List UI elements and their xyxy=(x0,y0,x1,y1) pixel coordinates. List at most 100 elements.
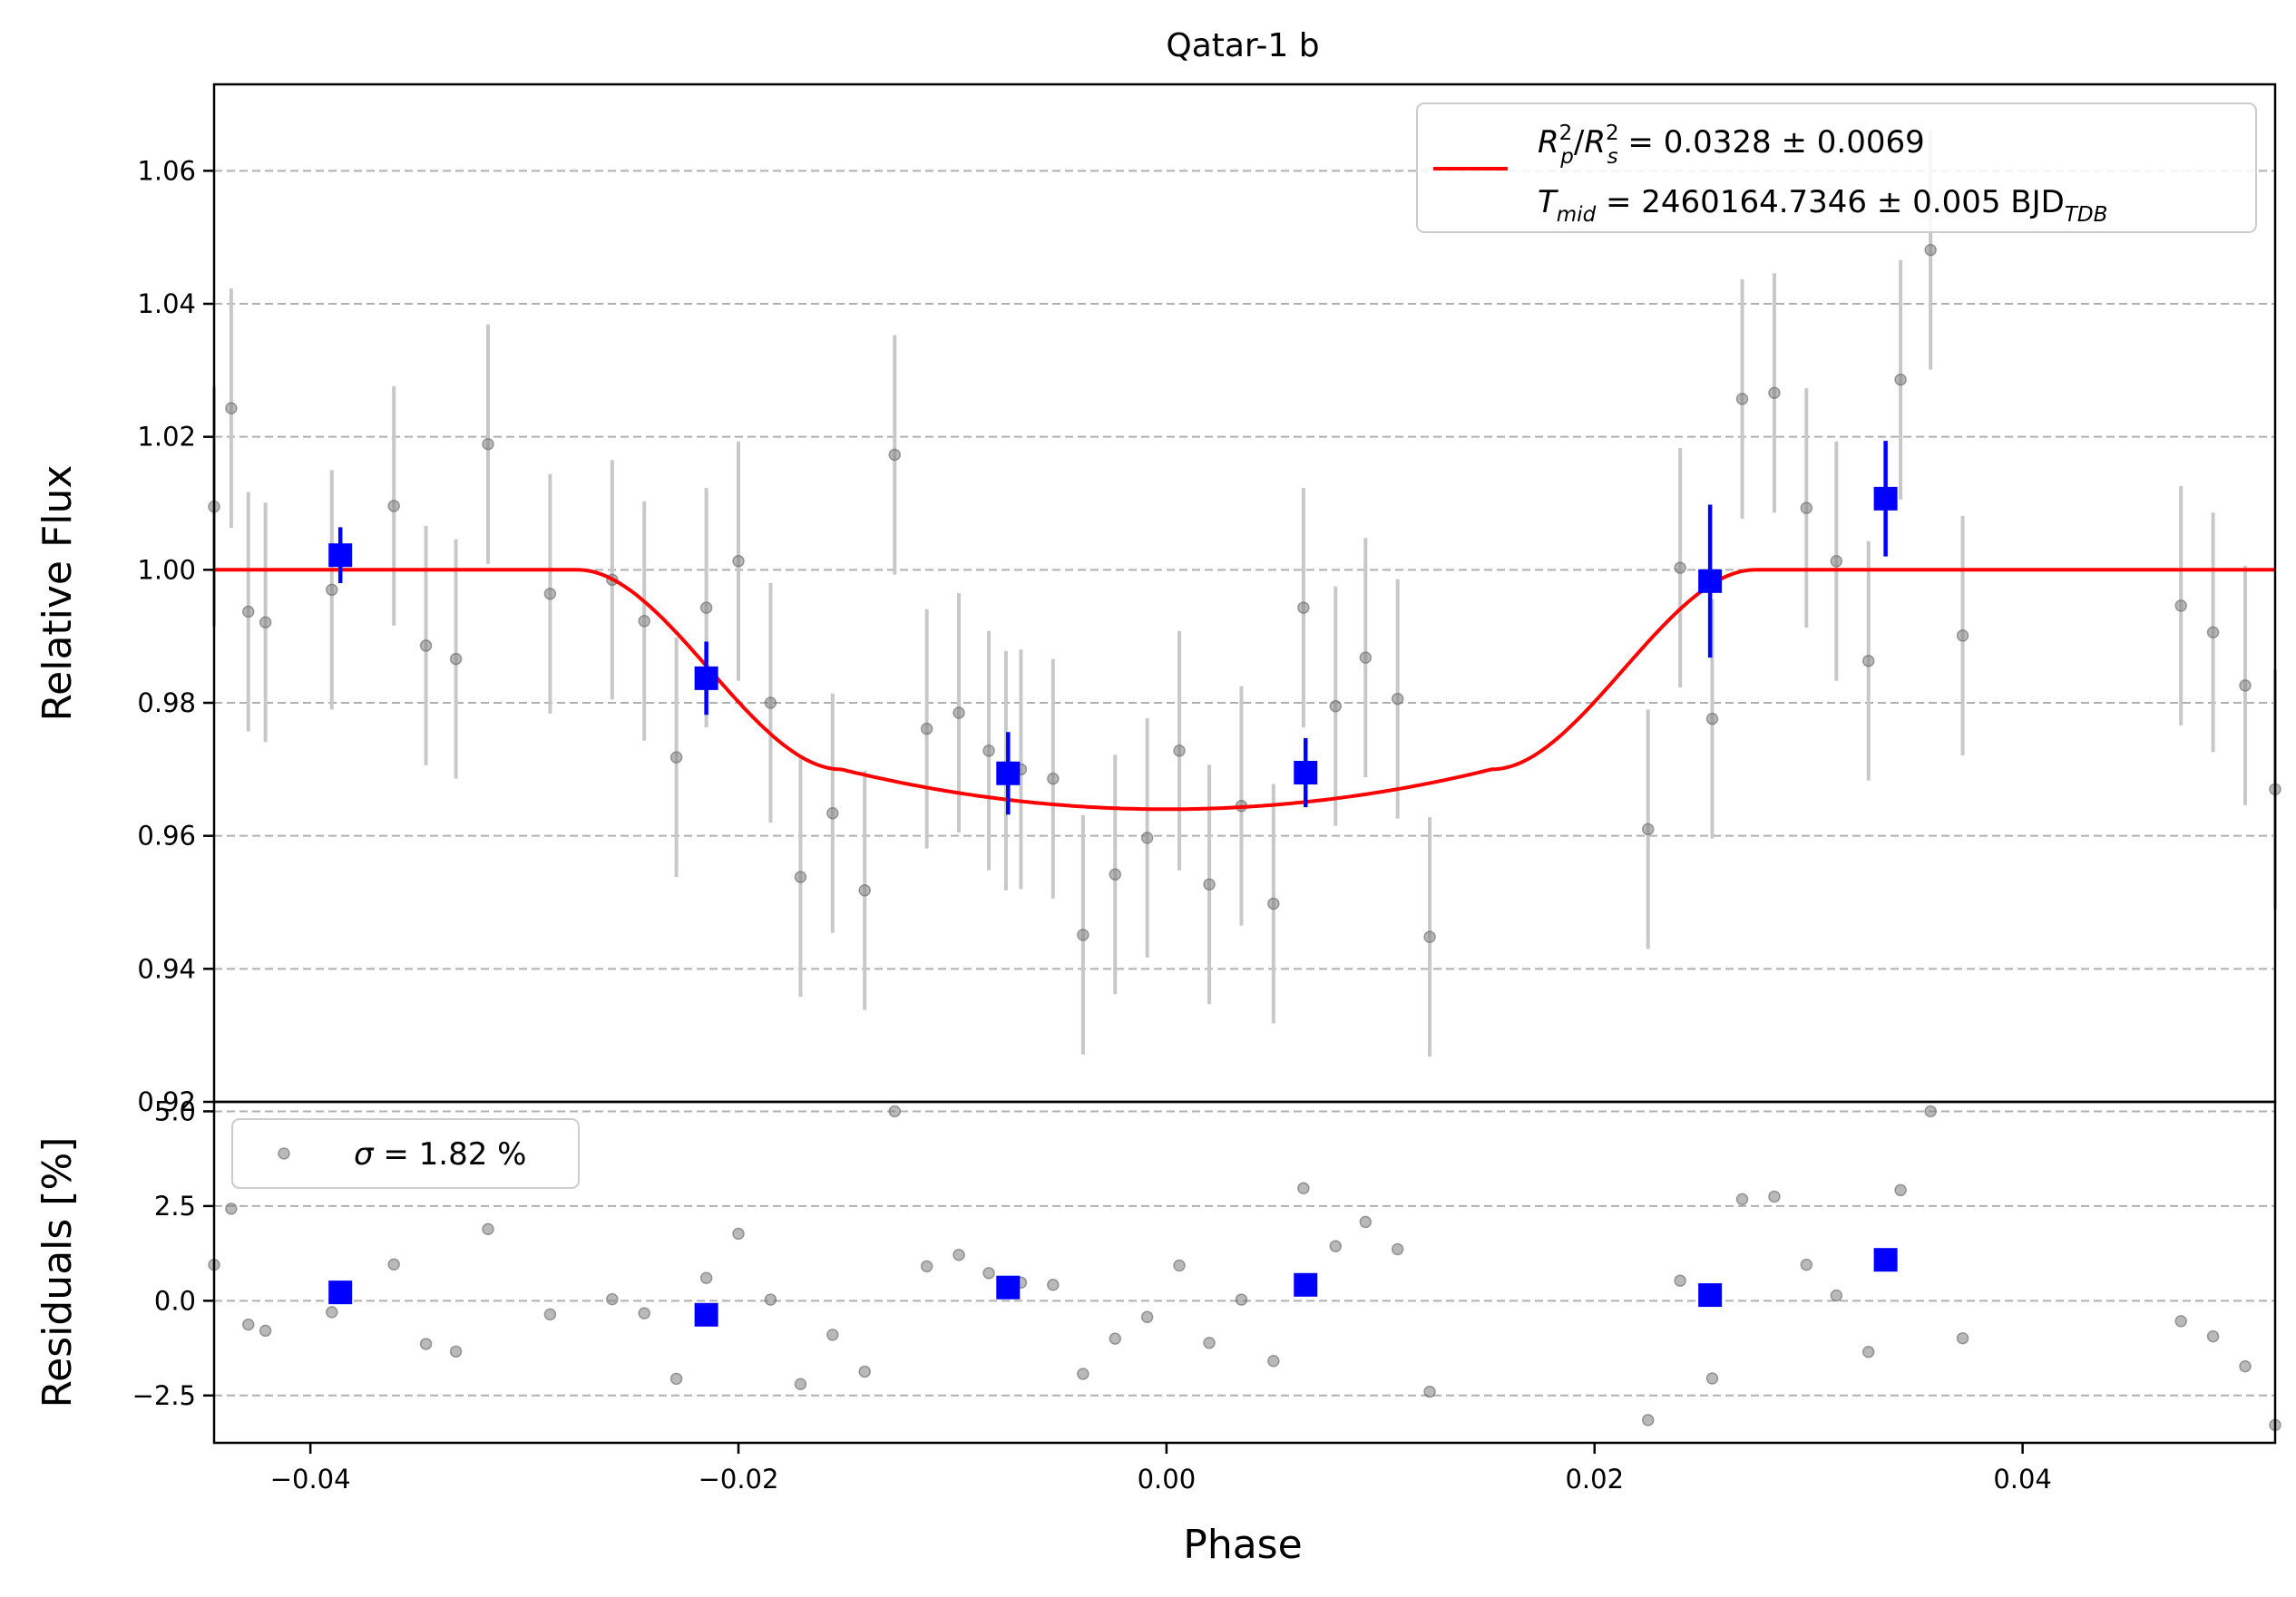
residual-raw-point xyxy=(1047,1279,1060,1291)
main-binned-point xyxy=(694,666,718,690)
residual-binned-point xyxy=(1698,1283,1723,1308)
main-raw-point xyxy=(1267,897,1280,910)
main-raw-point xyxy=(1956,629,1969,642)
main-y-tick-label: 1.00 xyxy=(137,554,196,585)
main-raw-point xyxy=(794,871,807,883)
residual-raw-point xyxy=(449,1345,463,1358)
main-raw-point xyxy=(1705,712,1719,725)
x-tick-label: 0.00 xyxy=(1138,1464,1197,1495)
main-raw-point xyxy=(1423,930,1436,943)
residual-binned-point xyxy=(1873,1248,1898,1272)
residual-raw-point xyxy=(387,1258,400,1271)
residual-raw-point xyxy=(2206,1329,2220,1343)
main-raw-point xyxy=(732,555,745,568)
main-y-tick-label: 0.92 xyxy=(137,1086,196,1117)
legend-depth-text: R2 p/R2 s = 0.0328 ± 0.0069 xyxy=(1538,122,1925,169)
main-legend: R2 p/R2 s = 0.0328 ± 0.0069 Tmid = 2460164… xyxy=(1416,102,2257,233)
main-raw-point xyxy=(858,884,871,897)
residual-raw-point xyxy=(1674,1274,1686,1287)
main-raw-point xyxy=(1861,655,1875,667)
residual-raw-point xyxy=(482,1222,494,1236)
residual-legend-text: σ = 1.82 % xyxy=(354,1136,526,1173)
legend-tmid-text: Tmid = 2460164.7346 ± 0.005 BJDTDB xyxy=(1538,184,2107,227)
transit-model-curve xyxy=(214,568,2275,812)
residual-raw-point xyxy=(1861,1345,1875,1358)
residual-raw-points xyxy=(208,1105,2281,1432)
residual-binned-points xyxy=(328,1248,1898,1327)
main-raw-point xyxy=(419,639,433,652)
residual-raw-point xyxy=(1235,1293,1248,1306)
main-raw-point xyxy=(826,806,839,820)
residual-raw-point xyxy=(1267,1355,1280,1368)
residual-raw-point xyxy=(638,1307,650,1319)
residual-raw-point xyxy=(1203,1336,1216,1349)
residual-raw-point xyxy=(326,1306,338,1319)
residual-raw-point xyxy=(1924,1105,1937,1118)
main-binned-point xyxy=(996,761,1021,785)
main-raw-point xyxy=(2239,679,2252,692)
residual-legend-marker xyxy=(278,1147,290,1160)
residual-raw-point xyxy=(1109,1332,1122,1345)
residual-raw-point xyxy=(1329,1240,1343,1252)
main-panel: 0.92 0.94 0.96 0.98 1.00 1.02 1.04 1.06 R2 p/R2 s… xyxy=(137,83,2281,1117)
residual-raw-point xyxy=(1641,1414,1655,1427)
main-raw-point xyxy=(1924,243,1937,257)
residual-raw-point xyxy=(606,1292,619,1306)
residual-raw-point xyxy=(826,1329,839,1341)
main-raw-point xyxy=(2206,626,2220,639)
main-binned-point xyxy=(328,543,353,568)
residual-y-tick-label: 0.0 xyxy=(154,1285,196,1316)
residual-raw-point xyxy=(1077,1368,1089,1380)
residual-legend-box xyxy=(231,1118,580,1189)
residual-raw-point xyxy=(2174,1315,2187,1328)
residual-raw-point xyxy=(764,1293,777,1306)
main-binned-point xyxy=(1294,761,1318,784)
main-raw-point xyxy=(241,605,255,618)
chart-title: Qatar-1 b xyxy=(1166,27,1319,64)
main-raw-point xyxy=(669,751,683,764)
x-tick-label: 0.04 xyxy=(1993,1464,2052,1495)
main-raw-point xyxy=(1359,651,1373,664)
main-y-tick-label: 0.96 xyxy=(137,821,196,852)
residual-raw-point xyxy=(1140,1310,1154,1324)
main-y-tick-label: 1.04 xyxy=(137,288,196,319)
main-raw-point xyxy=(920,722,933,735)
residual-y-ticks: −2.5 0.0 2.5 5.0 xyxy=(132,1096,214,1411)
residual-raw-point xyxy=(2239,1359,2252,1373)
main-raw-point xyxy=(387,500,400,512)
residual-raw-point xyxy=(794,1378,807,1390)
main-raw-point xyxy=(699,601,713,614)
residual-raw-point xyxy=(1894,1183,1907,1197)
main-raw-point xyxy=(225,402,238,414)
main-raw-point xyxy=(2174,599,2187,612)
main-raw-point xyxy=(482,437,494,451)
main-y-axis-label: Relative Flux xyxy=(34,465,81,722)
main-raw-point xyxy=(449,652,463,666)
main-raw-point xyxy=(1109,868,1122,881)
residual-raw-point xyxy=(419,1338,433,1350)
residual-raw-point xyxy=(241,1318,255,1331)
residual-binned-point xyxy=(996,1275,1021,1300)
main-raw-point xyxy=(764,696,777,709)
residual-raw-point xyxy=(1735,1193,1749,1206)
residual-raw-point xyxy=(982,1267,995,1280)
residual-raw-point xyxy=(1173,1259,1186,1272)
main-raw-point xyxy=(1203,878,1216,891)
residual-raw-point xyxy=(1830,1289,1843,1302)
main-raw-point xyxy=(1768,386,1781,400)
main-raw-point xyxy=(888,448,902,462)
x-ticks: −0.04 −0.02 0.00 0.02 0.04 xyxy=(270,1443,2052,1495)
residual-raw-point xyxy=(1423,1385,1436,1398)
main-binned-point xyxy=(1873,486,1898,511)
main-raw-point xyxy=(638,615,650,628)
residual-raw-point xyxy=(858,1365,871,1378)
residual-panel: −2.5 0.0 2.5 5.0 σ = 1.82 % xyxy=(132,1096,2281,1445)
residual-raw-point xyxy=(543,1308,557,1321)
residual-binned-point xyxy=(694,1302,718,1327)
main-y-ticks: 0.92 0.94 0.96 0.98 1.00 1.02 1.04 1.06 xyxy=(137,155,214,1117)
residual-raw-point xyxy=(888,1105,902,1118)
main-raw-point xyxy=(1894,373,1907,386)
main-raw-point xyxy=(1674,561,1686,574)
main-raw-point xyxy=(1830,555,1843,568)
